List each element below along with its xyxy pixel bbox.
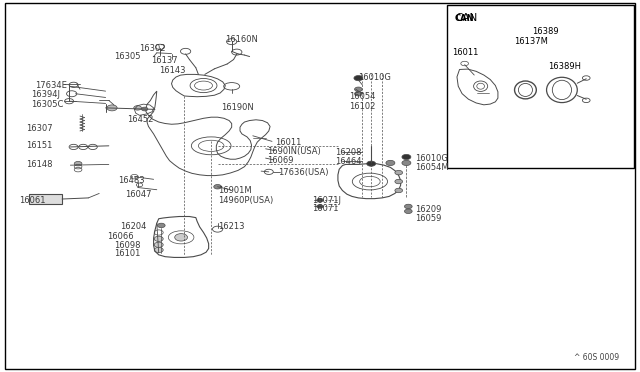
Text: 16483: 16483 — [118, 176, 145, 185]
Circle shape — [355, 92, 362, 96]
Text: 16143: 16143 — [159, 66, 185, 75]
Text: 16102: 16102 — [349, 102, 376, 110]
Text: ^ 60S 0009: ^ 60S 0009 — [574, 353, 620, 362]
Circle shape — [317, 205, 323, 208]
Text: 16071J: 16071J — [312, 196, 341, 205]
Text: 16901M: 16901M — [218, 186, 252, 195]
Circle shape — [175, 234, 188, 241]
Text: 16101: 16101 — [114, 249, 140, 258]
Circle shape — [141, 107, 148, 111]
Circle shape — [386, 160, 395, 166]
Text: 16302: 16302 — [140, 44, 166, 53]
Circle shape — [107, 105, 117, 111]
Circle shape — [404, 204, 412, 209]
Circle shape — [157, 223, 165, 228]
Text: CAN: CAN — [456, 13, 478, 23]
Text: 16389: 16389 — [532, 27, 559, 36]
Text: 16047: 16047 — [125, 190, 151, 199]
Text: 16011: 16011 — [452, 48, 478, 57]
Text: 16010G: 16010G — [358, 73, 391, 81]
Text: 16069: 16069 — [268, 156, 294, 165]
Text: 1690IN(USA): 1690IN(USA) — [268, 147, 321, 156]
Circle shape — [214, 185, 221, 189]
Text: 16010G: 16010G — [415, 154, 447, 163]
Text: 16305: 16305 — [114, 52, 140, 61]
Text: 14960P(USA): 14960P(USA) — [218, 196, 273, 205]
Bar — [29, 194, 62, 204]
Circle shape — [134, 106, 141, 110]
Text: 16098: 16098 — [114, 241, 140, 250]
Text: 16137: 16137 — [151, 56, 178, 65]
Text: 16160N: 16160N — [225, 35, 258, 44]
Text: 16151: 16151 — [26, 141, 52, 150]
Text: 16389H: 16389H — [548, 62, 581, 71]
Circle shape — [154, 236, 163, 241]
Text: 16054: 16054 — [349, 92, 376, 101]
Text: 16208: 16208 — [335, 148, 362, 157]
Text: 16011: 16011 — [275, 138, 301, 147]
Text: 17634E: 17634E — [35, 81, 67, 90]
Circle shape — [404, 209, 412, 214]
Text: 16059: 16059 — [415, 214, 441, 223]
Text: 16190N: 16190N — [221, 103, 253, 112]
Text: 16209: 16209 — [415, 205, 441, 214]
Circle shape — [154, 247, 163, 253]
Text: 16061: 16061 — [19, 196, 45, 205]
Circle shape — [402, 154, 411, 160]
Text: 16452: 16452 — [127, 115, 153, 124]
Text: 16305C: 16305C — [31, 100, 63, 109]
Text: 16204: 16204 — [120, 222, 147, 231]
Circle shape — [355, 87, 362, 92]
Circle shape — [317, 198, 323, 202]
Circle shape — [395, 188, 403, 193]
Text: 16148: 16148 — [26, 160, 52, 169]
Text: 16394J: 16394J — [31, 90, 60, 99]
Circle shape — [402, 160, 411, 166]
Text: 16054M: 16054M — [415, 163, 449, 172]
Circle shape — [367, 161, 376, 166]
Text: 16464: 16464 — [335, 157, 362, 166]
Text: 16137M: 16137M — [515, 37, 548, 46]
Text: CAN: CAN — [454, 14, 474, 23]
Text: 16071: 16071 — [312, 204, 339, 213]
Circle shape — [395, 179, 403, 184]
Circle shape — [395, 170, 403, 175]
Circle shape — [74, 161, 82, 166]
Circle shape — [154, 242, 163, 247]
Text: 16213: 16213 — [218, 222, 244, 231]
Circle shape — [354, 76, 363, 81]
Text: 16307: 16307 — [26, 124, 52, 133]
Text: 17636(USA): 17636(USA) — [278, 169, 329, 177]
Text: 16066: 16066 — [108, 232, 134, 241]
Bar — [447, 5, 634, 168]
